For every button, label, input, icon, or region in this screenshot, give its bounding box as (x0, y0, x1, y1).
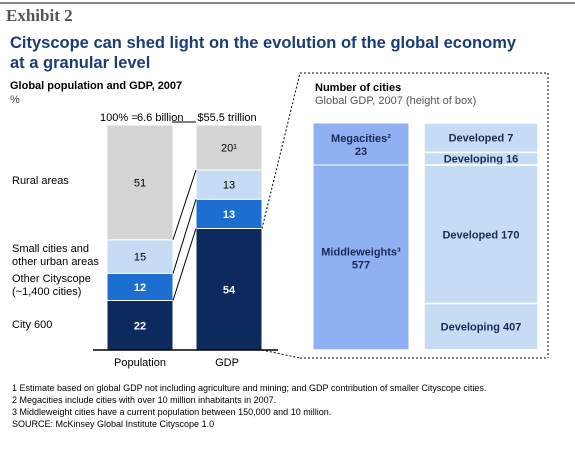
value-label-gdp-other-cityscope: 13 (223, 209, 235, 221)
projection-line-bottom (261, 349, 301, 359)
right-header-title: Number of cities (315, 82, 402, 94)
bars-layer: 22 12 15 51 54 13 13 20¹ (93, 124, 278, 351)
value-label-gdp-rural: 20¹ (221, 143, 237, 155)
label-other-1: Other Cityscope (12, 273, 91, 285)
subgroup-label: Developing 407 (441, 322, 522, 334)
bar-gdp-small-cities (195, 169, 263, 200)
value-label-population-small-cities: 15 (134, 252, 146, 264)
group-box-megacities (312, 122, 410, 166)
subgroup-label: Developed 7 (449, 133, 514, 145)
segment-connector (172, 228, 197, 301)
subgroup-box (423, 302, 539, 351)
subgroup-label: Developed 170 (442, 229, 519, 241)
group-count: 577 (352, 259, 370, 271)
bar-population-small-cities (106, 239, 174, 274)
group-box-middleweights (312, 164, 410, 351)
right-header-subtitle: Global GDP, 2007 (height of box) (315, 95, 477, 107)
total-prefix: 100% = (100, 112, 138, 124)
footnote-1: 1 Estimate based on global GDP not inclu… (12, 383, 487, 393)
unit-label: % (10, 94, 20, 106)
value-label-gdp-city600: 54 (223, 284, 236, 296)
top-rule (0, 2, 575, 4)
total-population: 6.6 billion (137, 112, 183, 124)
bar-gdp-city600 (195, 228, 263, 351)
group-name: Megacities² (331, 133, 391, 145)
subgroup-box (423, 122, 539, 154)
value-label-gdp-small-cities: 13 (223, 180, 235, 192)
chart-subtitle: Global population and GDP, 2007 (10, 80, 183, 92)
label-small-1: Small cities and (12, 243, 90, 255)
group-count: 23 (355, 146, 367, 158)
projection-line-top (261, 72, 301, 229)
footnotes: 1 Estimate based on global GDP not inclu… (12, 382, 486, 430)
total-gdp: $55.5 trillion (197, 112, 256, 124)
label-rural: Rural areas (12, 175, 69, 187)
label-other-2: (~1,400 cities) (12, 286, 82, 298)
bar-gdp-rural (195, 124, 263, 171)
subgroup-label: Developing 16 (444, 154, 519, 166)
value-label-population-city600: 22 (134, 320, 146, 332)
footnote-2: 2 Megacities include cities with over 10… (12, 395, 277, 405)
segment-connector (172, 169, 197, 240)
value-label-population-other-cityscope: 12 (134, 282, 146, 294)
bar-population-rural (106, 124, 174, 241)
exhibit-label: Exhibit 2 (6, 6, 73, 25)
label-small-2: other urban areas (12, 256, 99, 268)
source-note: SOURCE: McKinsey Global Institute Citysc… (12, 419, 215, 429)
value-label-population-rural: 51 (134, 177, 146, 189)
group-name: Middleweights³ (321, 246, 401, 258)
category-label-gdp: GDP (215, 357, 239, 369)
subgroup-box (423, 164, 539, 305)
chart-title: Cityscope can shed light on the evolutio… (10, 34, 517, 72)
segment-connector (172, 199, 197, 274)
label-city600: City 600 (12, 319, 53, 331)
category-label-population: Population (114, 357, 166, 369)
footnote-3: 3 Middleweight cities have a current pop… (12, 407, 332, 417)
bar-gdp-other-cityscope (195, 198, 263, 229)
